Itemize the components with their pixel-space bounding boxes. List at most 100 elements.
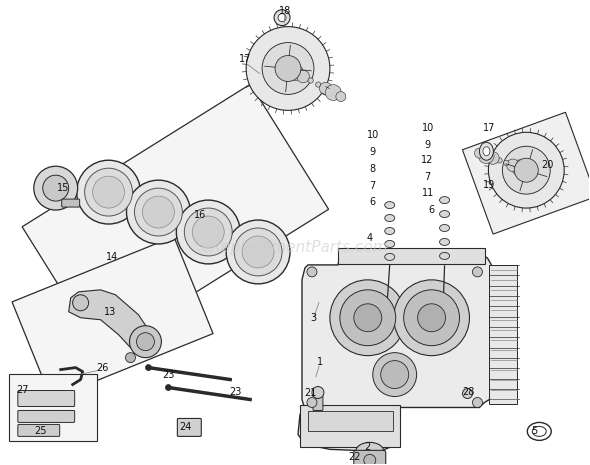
Circle shape xyxy=(288,65,303,80)
Circle shape xyxy=(262,43,314,94)
Text: 15: 15 xyxy=(57,183,69,193)
Circle shape xyxy=(497,158,502,163)
Circle shape xyxy=(316,82,321,87)
FancyBboxPatch shape xyxy=(490,265,517,405)
Circle shape xyxy=(522,165,531,175)
Text: eReplacementParts.com: eReplacementParts.com xyxy=(202,240,388,255)
FancyBboxPatch shape xyxy=(62,199,80,207)
Circle shape xyxy=(136,332,155,351)
Circle shape xyxy=(507,159,519,172)
Circle shape xyxy=(326,85,341,100)
Text: 24: 24 xyxy=(179,422,192,432)
Circle shape xyxy=(307,267,317,277)
Ellipse shape xyxy=(480,142,493,160)
Circle shape xyxy=(474,148,484,158)
Text: 17: 17 xyxy=(239,53,251,64)
Circle shape xyxy=(504,160,509,166)
Text: 18: 18 xyxy=(279,6,291,16)
Circle shape xyxy=(514,158,538,182)
Ellipse shape xyxy=(483,147,490,156)
Circle shape xyxy=(463,389,473,399)
Circle shape xyxy=(275,55,301,81)
Circle shape xyxy=(394,280,470,356)
Circle shape xyxy=(307,398,317,407)
Circle shape xyxy=(478,148,494,164)
Text: 8: 8 xyxy=(370,164,376,174)
Text: 26: 26 xyxy=(96,363,109,372)
Text: 13: 13 xyxy=(104,307,117,317)
Circle shape xyxy=(226,220,290,284)
Ellipse shape xyxy=(385,227,395,234)
Text: 2: 2 xyxy=(365,442,371,452)
Text: 21: 21 xyxy=(304,387,316,398)
FancyBboxPatch shape xyxy=(338,248,486,264)
Text: 23: 23 xyxy=(229,386,241,397)
Ellipse shape xyxy=(532,426,546,436)
Ellipse shape xyxy=(356,442,384,460)
FancyBboxPatch shape xyxy=(300,405,399,447)
Text: 5: 5 xyxy=(531,426,537,437)
Circle shape xyxy=(336,92,346,101)
Circle shape xyxy=(502,146,550,194)
FancyBboxPatch shape xyxy=(354,450,386,465)
Circle shape xyxy=(404,290,460,345)
Text: 23: 23 xyxy=(162,370,175,379)
Circle shape xyxy=(354,304,382,332)
Circle shape xyxy=(42,175,68,201)
Text: 9: 9 xyxy=(425,140,431,150)
Circle shape xyxy=(308,78,313,83)
Text: 7: 7 xyxy=(424,172,431,182)
Circle shape xyxy=(489,133,564,208)
Polygon shape xyxy=(12,237,213,399)
Text: 4: 4 xyxy=(367,233,373,243)
Circle shape xyxy=(297,70,309,83)
Ellipse shape xyxy=(385,214,395,221)
Circle shape xyxy=(312,386,324,399)
Text: 7: 7 xyxy=(370,181,376,191)
Circle shape xyxy=(93,176,124,208)
Ellipse shape xyxy=(527,422,551,440)
Text: 19: 19 xyxy=(483,180,496,190)
Circle shape xyxy=(192,216,224,248)
Polygon shape xyxy=(463,112,590,234)
Circle shape xyxy=(77,160,140,224)
Ellipse shape xyxy=(440,252,450,259)
Polygon shape xyxy=(298,250,491,452)
Text: 3: 3 xyxy=(310,313,316,323)
Circle shape xyxy=(274,10,290,26)
FancyBboxPatch shape xyxy=(308,412,393,432)
FancyBboxPatch shape xyxy=(18,425,60,436)
Circle shape xyxy=(381,361,409,389)
FancyBboxPatch shape xyxy=(178,418,201,436)
Circle shape xyxy=(278,13,286,22)
Text: 14: 14 xyxy=(106,252,119,262)
Circle shape xyxy=(84,168,133,216)
Text: 22: 22 xyxy=(349,452,361,462)
Text: 17: 17 xyxy=(483,123,496,133)
Text: 9: 9 xyxy=(370,147,376,157)
Ellipse shape xyxy=(385,202,395,209)
Circle shape xyxy=(135,188,182,236)
Ellipse shape xyxy=(385,240,395,247)
Text: 28: 28 xyxy=(463,386,475,397)
Circle shape xyxy=(126,352,136,363)
Circle shape xyxy=(165,385,171,391)
Text: 25: 25 xyxy=(34,426,47,437)
Text: 10: 10 xyxy=(421,123,434,133)
Circle shape xyxy=(73,295,88,311)
Text: 10: 10 xyxy=(366,130,379,140)
Polygon shape xyxy=(68,290,155,355)
FancyBboxPatch shape xyxy=(18,391,75,406)
Circle shape xyxy=(340,290,396,345)
Text: 6: 6 xyxy=(370,197,376,207)
Circle shape xyxy=(184,208,232,256)
Text: 27: 27 xyxy=(17,385,29,394)
Circle shape xyxy=(242,236,274,268)
Circle shape xyxy=(146,365,152,371)
Circle shape xyxy=(364,454,376,465)
Text: 16: 16 xyxy=(194,210,206,220)
Circle shape xyxy=(319,82,332,95)
Ellipse shape xyxy=(440,211,450,218)
Circle shape xyxy=(473,267,483,277)
Text: 6: 6 xyxy=(428,205,435,215)
